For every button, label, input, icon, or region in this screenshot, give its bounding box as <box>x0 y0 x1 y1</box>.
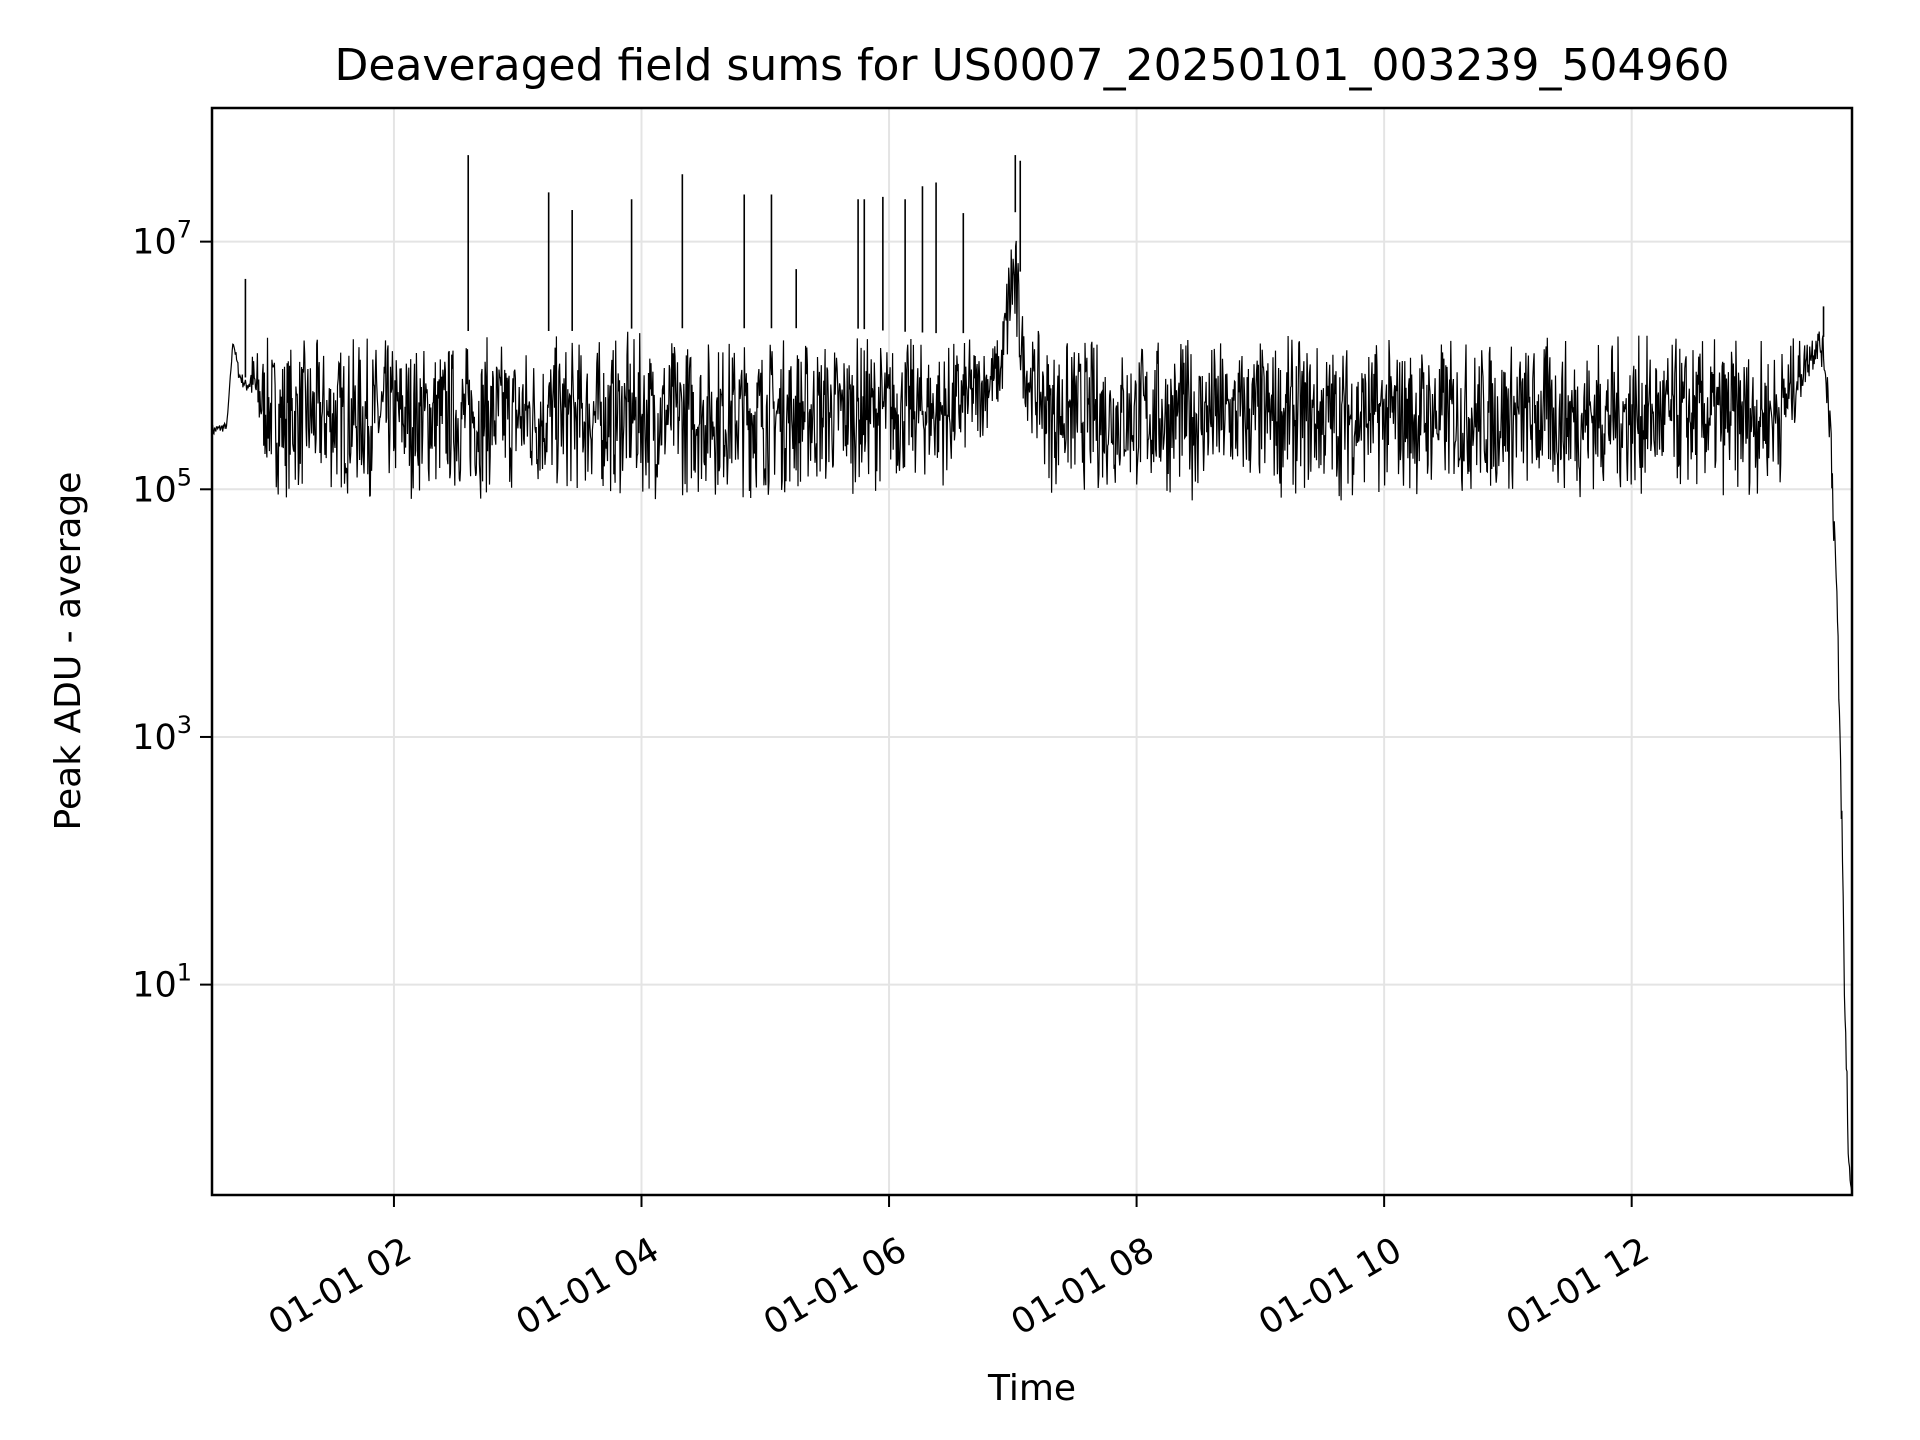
series-layer <box>211 155 1853 1196</box>
x-axis-label: Time <box>987 1368 1076 1409</box>
y-tick-label: 105 <box>132 463 192 510</box>
y-tick-label: 101 <box>132 959 192 1006</box>
series-line <box>211 240 1853 1196</box>
y-tick-label: 103 <box>132 711 192 758</box>
y-tick-label: 107 <box>132 216 192 263</box>
y-axis-label: Peak ADU - average <box>48 472 89 831</box>
plot-frame <box>210 106 1854 1197</box>
chart-title: Deaveraged field sums for US0007_2025010… <box>335 40 1730 91</box>
grid <box>212 108 1852 1195</box>
